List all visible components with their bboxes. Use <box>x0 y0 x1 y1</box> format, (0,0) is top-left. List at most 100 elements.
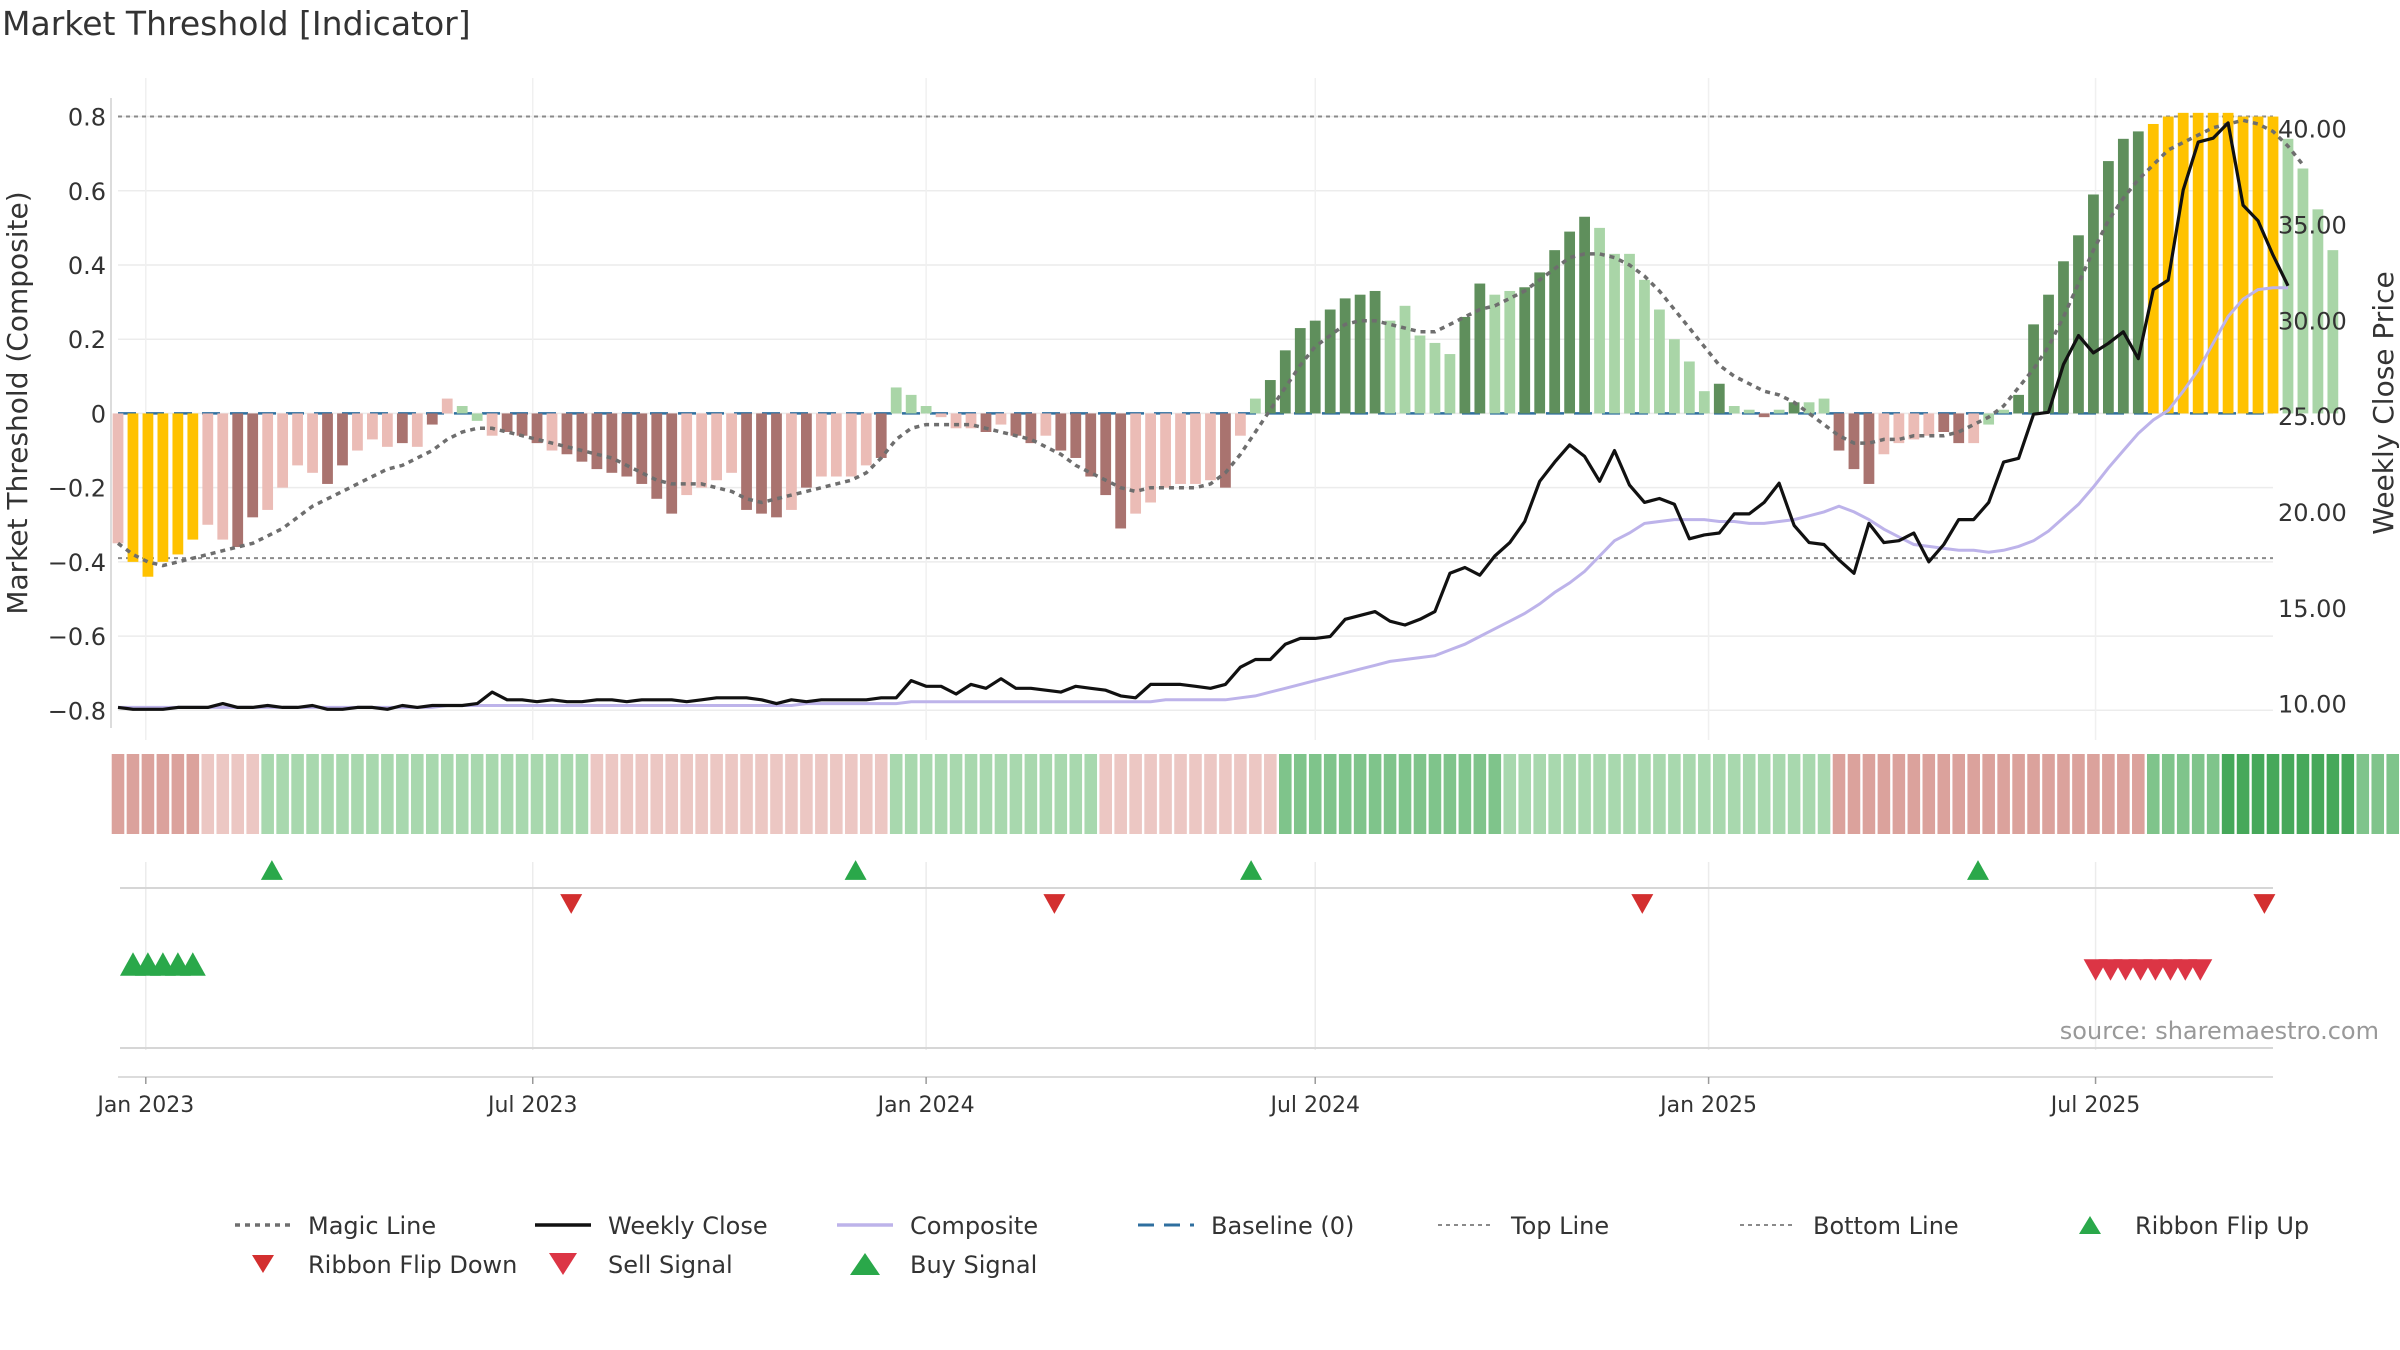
composite-bar <box>875 413 887 458</box>
composite-bar <box>830 413 842 477</box>
composite-bar <box>486 413 498 436</box>
ribbon-cell <box>650 754 664 834</box>
ribbon-cell <box>2311 754 2325 834</box>
composite-bar <box>1190 413 1201 484</box>
ribbon-cell <box>231 754 245 834</box>
composite-bar <box>426 413 438 425</box>
composite-bar <box>471 413 483 421</box>
composite-bar <box>950 413 962 429</box>
x-tick-label: Jan 2025 <box>1658 1093 1757 1118</box>
y-tick-label: 0.4 <box>68 252 106 280</box>
ribbon-cell <box>1189 754 1202 834</box>
ribbon-cell <box>934 754 948 834</box>
ribbon-cell <box>1204 754 1217 834</box>
ribbon-cell <box>1787 754 1801 834</box>
composite-bar <box>591 413 603 470</box>
composite-bar <box>1354 294 1366 414</box>
composite-bar <box>157 413 169 562</box>
composite-bar <box>1235 413 1246 436</box>
ribbon-cell <box>800 754 813 834</box>
composite-bar <box>726 413 737 473</box>
ribbon-cell <box>440 754 454 834</box>
ribbon-cell <box>740 754 753 834</box>
composite-bar <box>1249 398 1261 414</box>
composite-bar <box>845 413 857 477</box>
ribbon-cell <box>1368 754 1382 834</box>
composite-bar <box>2192 112 2204 414</box>
composite-bar <box>621 413 633 477</box>
y2-axis-label: Weekly Close Price <box>2367 271 2400 534</box>
composite-bar <box>322 413 333 484</box>
ribbon-cell <box>1473 754 1487 834</box>
composite-bar <box>1519 287 1531 414</box>
y-tick-label: 0.8 <box>68 104 106 132</box>
composite-bar <box>292 413 303 466</box>
ribbon-cell <box>2132 754 2145 834</box>
ribbon-flip-down-marker <box>1631 894 1654 914</box>
composite-bar <box>142 413 154 577</box>
ribbon-cell <box>2251 754 2265 834</box>
ribbon-cell <box>216 754 230 834</box>
composite-bar <box>905 394 917 414</box>
legend-label: Ribbon Flip Up <box>2135 1212 2309 1240</box>
composite-bar <box>396 413 408 444</box>
sell-signal-marker <box>2188 959 2213 981</box>
composite-bar <box>636 413 648 484</box>
legend-item: Composite <box>837 1212 1038 1240</box>
ribbon-cell <box>680 754 693 834</box>
ribbon-cell <box>1234 754 1247 834</box>
composite-bar <box>2252 116 2264 414</box>
legend-label: Top Line <box>1510 1212 1609 1240</box>
composite-bar <box>1818 398 1830 414</box>
composite-bar <box>980 413 992 432</box>
composite-bar <box>2102 161 2114 414</box>
grid <box>118 78 2273 1050</box>
y-axis-label: Market Threshold (Composite) <box>1 191 34 614</box>
ribbon-flip-up-marker <box>1240 860 1263 880</box>
composite-bar <box>2028 324 2039 414</box>
ribbon-cell <box>1608 754 1621 834</box>
composite-line <box>118 286 2288 709</box>
y-tick-label: −0.8 <box>48 697 106 725</box>
composite-bar <box>1205 413 1216 481</box>
composite-bar <box>2312 209 2324 414</box>
composite-bar <box>651 413 663 499</box>
composite-bar <box>1878 413 1890 455</box>
composite-bar <box>202 413 214 525</box>
ribbon-cell <box>141 754 155 834</box>
ribbon-cell <box>1398 754 1412 834</box>
composite-bar <box>1549 250 1561 414</box>
composite-bar <box>1115 413 1127 529</box>
ribbon-cell <box>411 754 424 834</box>
y-tick-label: −0.4 <box>48 549 106 577</box>
composite-bar <box>1010 413 1022 436</box>
ribbon-cell <box>1219 754 1232 834</box>
composite-bar <box>1459 316 1471 414</box>
composite-bar <box>771 413 782 518</box>
composite-bar <box>815 413 827 477</box>
ribbon-cell <box>605 754 619 834</box>
composite-bar <box>232 413 244 548</box>
ribbon-cell <box>2221 754 2235 834</box>
composite-bar <box>307 413 318 473</box>
ribbon-cell <box>1937 754 1951 834</box>
y2-tick-label: 10.00 <box>2278 691 2347 719</box>
ribbon-cell <box>1458 754 1472 834</box>
reference-lines <box>118 115 2273 560</box>
composite-bar <box>801 413 812 488</box>
ribbon-cell <box>1727 754 1741 834</box>
ribbon-cell <box>425 754 439 834</box>
composite-bar <box>1264 380 1276 414</box>
source-text: source: sharemaestro.com <box>2060 1017 2379 1045</box>
ribbon-cell <box>1712 754 1726 834</box>
ribbon-cell <box>575 754 589 834</box>
ribbon-cell <box>1099 754 1112 834</box>
composite-bar <box>1055 413 1067 451</box>
composite-bar <box>1070 413 1082 458</box>
composite-bar <box>516 413 528 436</box>
ribbon-cell <box>1084 754 1098 834</box>
ribbon-cell <box>1129 754 1142 834</box>
composite-bar <box>711 413 722 481</box>
composite-bar <box>1279 350 1291 414</box>
composite-bar <box>112 413 124 544</box>
